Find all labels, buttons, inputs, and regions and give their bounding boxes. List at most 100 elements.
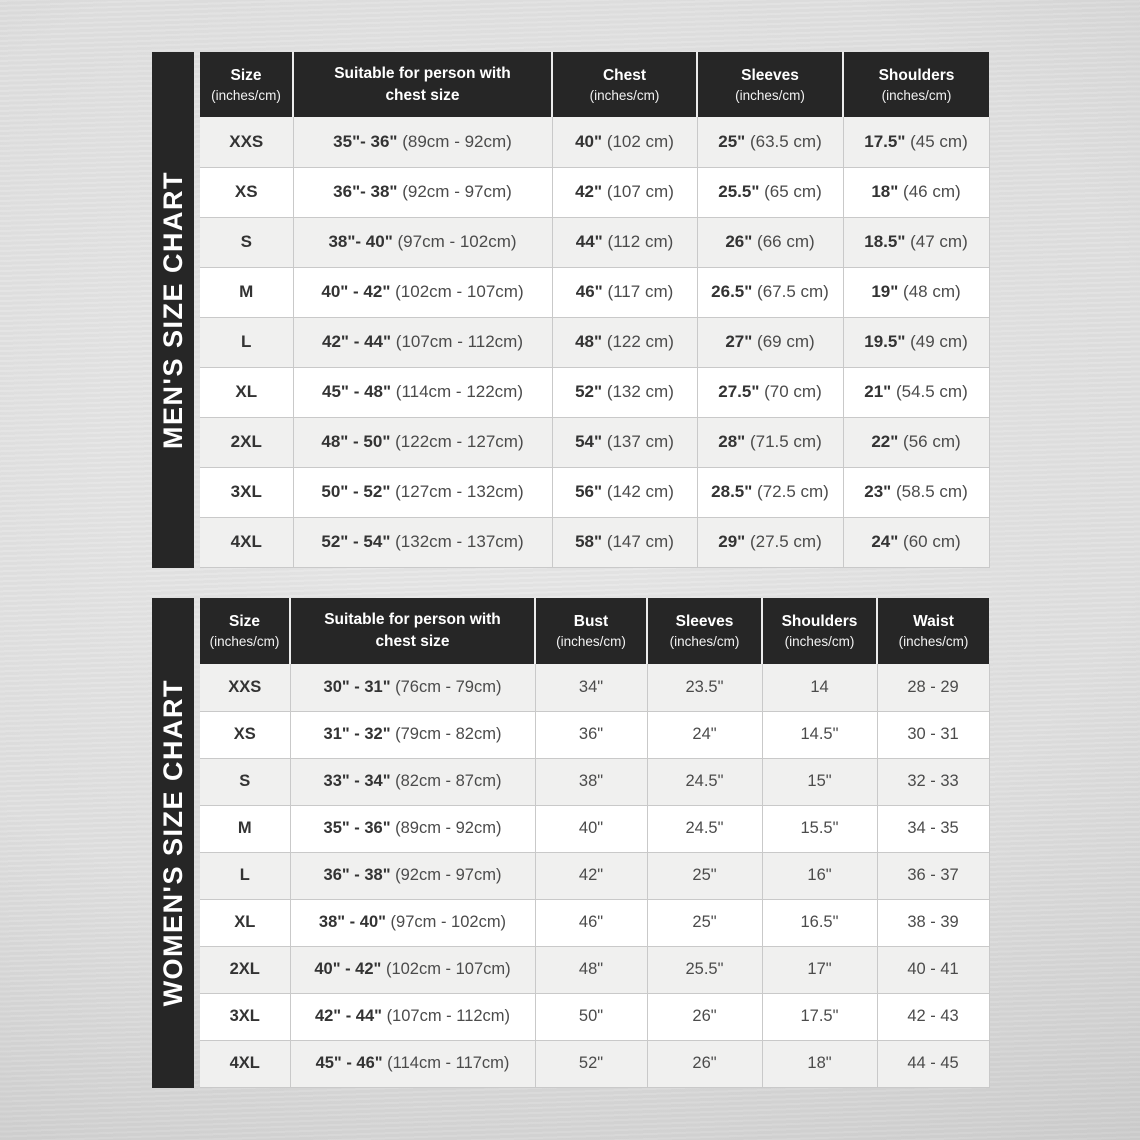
cell-sleeves: 27" (69 cm) (697, 317, 844, 368)
table-row-l: L 42" - 44" (107cm - 112cm) 48" (122 cm) 27… (200, 317, 990, 368)
cell-size: 2XL (200, 417, 294, 468)
cell-size: M (200, 267, 294, 318)
cell-sleeves: 28.5" (72.5 cm) (697, 467, 844, 518)
cell-bust: 46" (535, 899, 648, 947)
cell-suitable: 31" - 32" (79cm - 82cm) (290, 711, 536, 759)
mens-size-chart-section: MEN'S SIZE CHART Size (inches/cm) Suitable… (152, 52, 990, 568)
cell-shoulders: 14 (762, 664, 878, 712)
cell-shoulders: 19.5" (49 cm) (843, 317, 990, 368)
cell-suitable: 45" - 46" (114cm - 117cm) (290, 1040, 536, 1088)
womens-size-chart-section: WOMEN'S SIZE CHART Size (inches/cm) Suitab… (152, 598, 990, 1088)
cell-suitable: 38"- 40" (97cm - 102cm) (293, 217, 553, 268)
cell-shoulders: 18.5" (47 cm) (843, 217, 990, 268)
cell-bust: 38" (535, 758, 648, 806)
cell-waist: 38 - 39 (877, 899, 990, 947)
womens-chart-title: WOMEN'S SIZE CHART (157, 679, 188, 1007)
cell-chest: 40" (102 cm) (552, 117, 698, 168)
cell-sleeves: 25.5" (65 cm) (697, 167, 844, 218)
cell-sleeves: 25" (647, 852, 763, 900)
cell-waist: 36 - 37 (877, 852, 990, 900)
cell-size: 2XL (200, 946, 291, 994)
table-row-s: S 38"- 40" (97cm - 102cm) 44" (112 cm) 26" … (200, 217, 990, 268)
cell-chest: 52" (132 cm) (552, 367, 698, 418)
column-header-chest: Chest (inches/cm) (552, 52, 698, 117)
column-header-waist: Waist (inches/cm) (877, 598, 989, 664)
cell-waist: 32 - 33 (877, 758, 990, 806)
cell-size: M (200, 805, 291, 853)
cell-chest: 44" (112 cm) (552, 217, 698, 268)
cell-shoulders: 23" (58.5 cm) (843, 467, 990, 518)
cell-size: S (200, 758, 291, 806)
column-header-bust: Bust (inches/cm) (535, 598, 648, 664)
cell-shoulders: 16" (762, 852, 878, 900)
cell-sleeves: 24.5" (647, 758, 763, 806)
cell-shoulders: 24" (60 cm) (843, 517, 990, 568)
womens-chart-title-bar: WOMEN'S SIZE CHART (152, 598, 194, 1088)
cell-suitable: 36"- 38" (92cm - 97cm) (293, 167, 553, 218)
cell-chest: 58" (147 cm) (552, 517, 698, 568)
table-row-xxs: XXS 35"- 36" (89cm - 92cm) 40" (102 cm) 25"… (200, 117, 990, 168)
cell-shoulders: 19" (48 cm) (843, 267, 990, 318)
table-row-xs: XS 31" - 32" (79cm - 82cm) 36" 24" 14.5" 30 -… (200, 711, 990, 759)
cell-size: L (200, 852, 291, 900)
cell-sleeves: 23.5" (647, 664, 763, 712)
cell-sleeves: 28" (71.5 cm) (697, 417, 844, 468)
cell-sleeves: 26.5" (67.5 cm) (697, 267, 844, 318)
cell-suitable: 45" - 48" (114cm - 122cm) (293, 367, 553, 418)
mens-chart-title-bar: MEN'S SIZE CHART (152, 52, 194, 568)
cell-shoulders: 17" (762, 946, 878, 994)
cell-sleeves: 24.5" (647, 805, 763, 853)
cell-sleeves: 25" (63.5 cm) (697, 117, 844, 168)
cell-waist: 28 - 29 (877, 664, 990, 712)
cell-size: 3XL (200, 467, 294, 518)
cell-size: XS (200, 167, 294, 218)
cell-shoulders: 18" (762, 1040, 878, 1088)
cell-bust: 40" (535, 805, 648, 853)
cell-bust: 42" (535, 852, 648, 900)
cell-waist: 44 - 45 (877, 1040, 990, 1088)
column-header-sleeves: Sleeves (inches/cm) (697, 52, 844, 117)
mens-size-table: Size (inches/cm) Suitable for person with c… (200, 52, 990, 568)
cell-suitable: 30" - 31" (76cm - 79cm) (290, 664, 536, 712)
table-row-2xl: 2XL 40" - 42" (102cm - 107cm) 48" 25.5" 17" 4… (200, 946, 990, 994)
column-header-shoulders: Shoulders (inches/cm) (762, 598, 878, 664)
cell-suitable: 42" - 44" (107cm - 112cm) (290, 993, 536, 1041)
column-header-size: Size (inches/cm) (200, 598, 291, 664)
table-row-xs: XS 36"- 38" (92cm - 97cm) 42" (107 cm) 25.5… (200, 167, 990, 218)
table-row-m: M 35" - 36" (89cm - 92cm) 40" 24.5" 15.5" 34 … (200, 805, 990, 853)
cell-suitable: 36" - 38" (92cm - 97cm) (290, 852, 536, 900)
mens-chart-title: MEN'S SIZE CHART (157, 170, 188, 449)
cell-shoulders: 15" (762, 758, 878, 806)
table-row-l: L 36" - 38" (92cm - 97cm) 42" 25" 16" 36 - 37 (200, 852, 990, 900)
cell-size: XXS (200, 117, 294, 168)
table-row-xl: XL 38" - 40" (97cm - 102cm) 46" 25" 16.5" 38 … (200, 899, 990, 947)
table-row-4xl: 4XL 52" - 54" (132cm - 137cm) 58" (147 cm)… (200, 517, 990, 568)
cell-suitable: 42" - 44" (107cm - 112cm) (293, 317, 553, 368)
cell-shoulders: 15.5" (762, 805, 878, 853)
header-row: Size (inches/cm) Suitable for person with c… (200, 52, 989, 117)
cell-waist: 34 - 35 (877, 805, 990, 853)
cell-shoulders: 14.5" (762, 711, 878, 759)
table-row-3xl: 3XL 50" - 52" (127cm - 132cm) 56" (142 cm)… (200, 467, 990, 518)
cell-suitable: 35"- 36" (89cm - 92cm) (293, 117, 553, 168)
cell-bust: 48" (535, 946, 648, 994)
cell-chest: 48" (122 cm) (552, 317, 698, 368)
cell-sleeves: 27.5" (70 cm) (697, 367, 844, 418)
column-header-sleeves: Sleeves (inches/cm) (647, 598, 763, 664)
cell-size: XL (200, 899, 291, 947)
cell-shoulders: 17.5" (45 cm) (843, 117, 990, 168)
cell-sleeves: 25" (647, 899, 763, 947)
cell-sleeves: 29" (27.5 cm) (697, 517, 844, 568)
cell-sleeves: 26" (647, 1040, 763, 1088)
cell-size: 4XL (200, 1040, 291, 1088)
cell-shoulders: 18" (46 cm) (843, 167, 990, 218)
cell-waist: 40 - 41 (877, 946, 990, 994)
cell-suitable: 33" - 34" (82cm - 87cm) (290, 758, 536, 806)
cell-shoulders: 17.5" (762, 993, 878, 1041)
cell-suitable: 35" - 36" (89cm - 92cm) (290, 805, 536, 853)
cell-bust: 50" (535, 993, 648, 1041)
cell-chest: 56" (142 cm) (552, 467, 698, 518)
cell-sleeves: 26" (66 cm) (697, 217, 844, 268)
cell-size: 4XL (200, 517, 294, 568)
